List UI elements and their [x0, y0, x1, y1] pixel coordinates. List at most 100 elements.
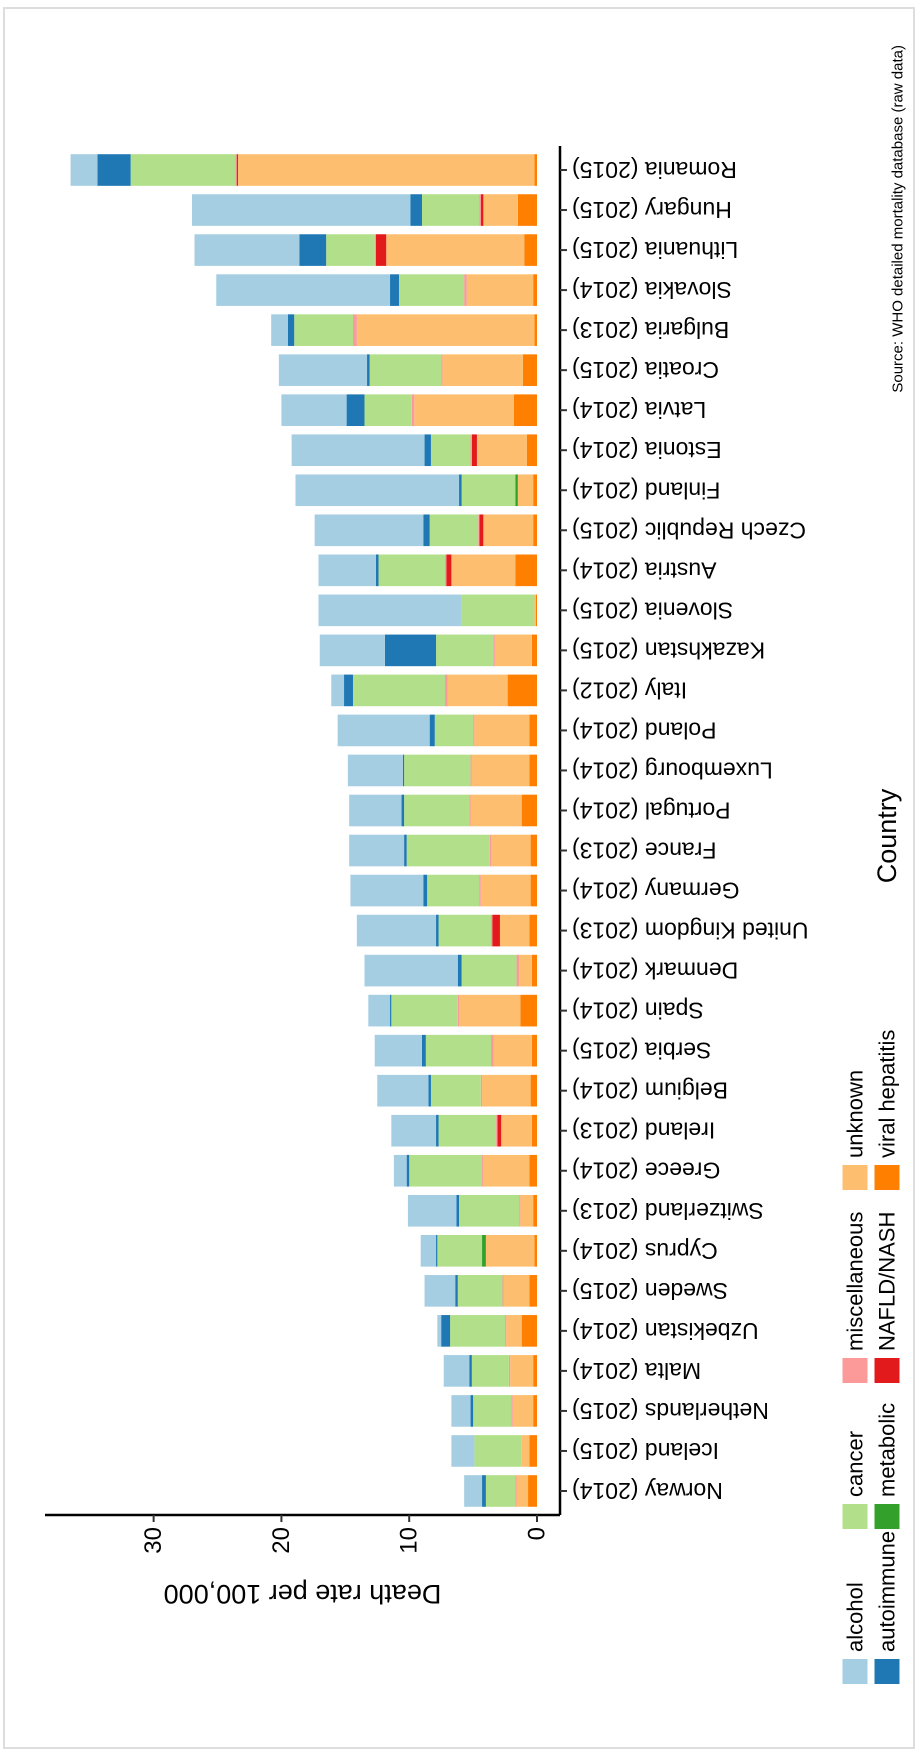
- bar-segment: [443, 1355, 470, 1387]
- bar-segment: [444, 554, 447, 587]
- bar-segment: [483, 1154, 530, 1187]
- bar-segment: [364, 954, 458, 987]
- bar-segment: [529, 914, 537, 947]
- legend-key: [842, 1165, 868, 1190]
- x-tick-label: Slovenia (2015): [572, 597, 733, 623]
- bar-segment: [519, 954, 532, 987]
- bar-segment: [299, 234, 327, 266]
- bar-segment: [528, 1475, 537, 1507]
- bar-segment: [451, 1435, 475, 1467]
- bar-segment: [349, 794, 402, 827]
- legend-label: miscellaneous: [843, 1212, 868, 1351]
- bar-segment: [451, 1395, 471, 1427]
- bar-segment: [470, 1395, 474, 1427]
- x-tick-label: Austria (2014): [572, 557, 716, 583]
- bar-segment: [391, 994, 458, 1027]
- bar-segment: [531, 1034, 537, 1067]
- bar-segment: [459, 474, 462, 507]
- bar-segment: [375, 554, 379, 587]
- bar-segment: [461, 954, 517, 987]
- bar-segment: [493, 1034, 532, 1067]
- bar-segment: [194, 234, 300, 266]
- bar-segment: [437, 1234, 483, 1267]
- bar-segment: [429, 514, 479, 547]
- bar-segment: [191, 194, 411, 226]
- bar-segment: [436, 634, 494, 667]
- bar-segment: [469, 1355, 472, 1387]
- bar-segment: [434, 714, 474, 747]
- bar-segment: [480, 194, 484, 226]
- legend-key: [842, 1358, 868, 1383]
- bar-segment: [386, 234, 525, 266]
- bar-segment: [522, 354, 537, 386]
- bar-segment: [393, 1154, 407, 1187]
- bar-segment: [364, 394, 412, 427]
- bar-segment: [519, 1194, 521, 1227]
- bar-segment: [287, 314, 295, 346]
- bar-segment: [530, 874, 537, 907]
- bar-segment: [533, 1355, 537, 1387]
- bar-segment: [444, 674, 448, 707]
- bar-segment: [521, 1315, 537, 1347]
- bar-segment: [401, 794, 405, 827]
- legend-label: autoimmune: [875, 1531, 900, 1652]
- bar-segment: [404, 754, 471, 787]
- bar-segment: [414, 394, 514, 427]
- bar-segment: [295, 474, 460, 507]
- x-tick-label: Italy (2012): [572, 677, 687, 703]
- bar-segment: [490, 1034, 494, 1067]
- bar-segment: [479, 194, 481, 226]
- bar-segment: [533, 474, 537, 507]
- bar-segment: [350, 874, 424, 907]
- bar-segment: [314, 514, 424, 547]
- bar-segment: [428, 1074, 431, 1107]
- bar-segment: [291, 434, 425, 467]
- y-tick-label: 0: [523, 1527, 550, 1540]
- bar-segment: [281, 394, 347, 427]
- bar-segment: [278, 354, 368, 386]
- bar-segment: [346, 394, 365, 427]
- bar-segment: [501, 1114, 532, 1147]
- bar-segment: [516, 1475, 529, 1507]
- bar-segment: [483, 514, 534, 547]
- bar-segment: [471, 754, 530, 787]
- bar-segment: [456, 1194, 460, 1227]
- bar-segment: [442, 354, 523, 386]
- bar-segment: [356, 914, 437, 947]
- bar-segment: [427, 874, 480, 907]
- bar-segment: [534, 154, 537, 186]
- x-tick-label: Luxembourg (2014): [572, 757, 773, 783]
- bar-segment: [406, 1154, 410, 1187]
- bar-segment: [533, 274, 537, 306]
- bar-segment: [441, 1315, 451, 1347]
- bar-segment: [331, 674, 345, 707]
- bar-segment: [521, 1435, 530, 1467]
- bar-segment: [424, 434, 431, 467]
- legend-label: metabolic: [875, 1403, 900, 1497]
- bar-segment: [461, 474, 516, 507]
- bar-segment: [529, 754, 537, 787]
- bar-segment: [534, 1234, 537, 1267]
- bar-segment: [496, 1114, 498, 1147]
- bar-segment: [236, 154, 238, 186]
- bar-segment: [526, 434, 537, 467]
- x-tick-label: Greece (2014): [572, 1158, 720, 1184]
- bar-segment: [420, 1234, 437, 1267]
- x-tick-label: Poland (2014): [572, 717, 717, 743]
- x-tick-label: Romania (2015): [572, 157, 737, 183]
- bar-segment: [534, 594, 536, 627]
- bar-segment: [482, 1074, 531, 1107]
- bar-segment: [319, 634, 385, 667]
- bar-segment: [384, 634, 437, 667]
- bar-segment: [513, 394, 537, 427]
- x-tick-label: Slovakia (2014): [572, 277, 732, 303]
- bar-segment: [480, 874, 531, 907]
- bar-segment: [438, 914, 491, 947]
- bar-segment: [457, 1275, 503, 1307]
- bar-segment: [531, 634, 537, 667]
- bar-segment: [470, 794, 522, 827]
- bar-segment: [529, 1154, 537, 1187]
- x-tick-label: Cyprus (2014): [572, 1238, 718, 1264]
- bar-segment: [436, 1114, 439, 1147]
